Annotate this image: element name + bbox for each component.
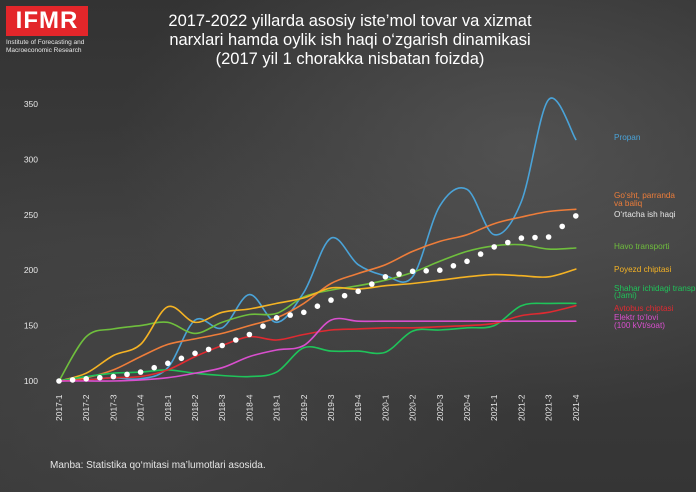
- legend-label: Poyezd chiptasi: [614, 265, 672, 274]
- legend-label: Havo transporti: [614, 242, 670, 251]
- wage-data-point: [56, 378, 62, 384]
- x-tick-label: 2021-2: [516, 394, 526, 421]
- series-line-havo-transporti: [58, 243, 577, 382]
- wage-data-point: [396, 271, 402, 277]
- wage-data-point: [409, 268, 416, 275]
- legend-label: Elektr to‘lovi: [614, 313, 658, 322]
- legend-label: (100 kVt/soat): [614, 321, 665, 330]
- series-line-elektr-to-lovi-100-kvt-soat-: [58, 317, 577, 382]
- wage-data-point: [573, 213, 579, 219]
- x-tick-label: 2020-1: [380, 394, 390, 421]
- legend-label: O‘rtacha ish haqi: [614, 210, 676, 219]
- wage-data-point: [450, 263, 457, 269]
- wage-data-point: [192, 350, 198, 357]
- x-tick-label: 2020-2: [408, 394, 418, 421]
- y-tick-label: 200: [24, 265, 38, 275]
- x-tick-label: 2021-4: [571, 394, 581, 421]
- x-tick-label: 2020-3: [435, 394, 445, 421]
- x-tick-label: 2018-2: [190, 394, 200, 421]
- x-tick-label: 2019-2: [299, 394, 309, 421]
- wage-data-point: [505, 239, 511, 246]
- x-tick-label: 2018-4: [244, 394, 254, 421]
- wage-data-point: [97, 374, 103, 381]
- x-tick-label: 2020-4: [462, 394, 472, 421]
- ifmr-logo: IFMR Institute of Forecasting and Macroe…: [6, 6, 88, 62]
- y-tick-label: 300: [24, 154, 38, 164]
- series-line-poyezd-chiptasi: [58, 268, 577, 382]
- wage-data-point: [355, 288, 362, 295]
- y-tick-label: 250: [24, 210, 38, 220]
- series-line-avtobus-chiptasi: [58, 304, 577, 382]
- wage-data-point: [328, 297, 334, 303]
- wage-data-point: [423, 268, 430, 274]
- wage-data-point: [545, 234, 552, 240]
- wage-data-point: [314, 303, 321, 310]
- x-tick-label: 2017-3: [108, 394, 118, 421]
- source-note: Manba: Statistika qo‘mitasi ma’lumotlari…: [50, 460, 266, 471]
- wage-data-point: [246, 331, 253, 338]
- x-tick-label: 2019-1: [272, 394, 282, 421]
- y-tick-label: 100: [24, 376, 38, 386]
- wage-data-point: [151, 364, 157, 371]
- y-tick-label: 150: [24, 321, 38, 331]
- legend-label: Shahar ichidagi transport: [614, 284, 696, 293]
- legend-label: Avtobus chiptasi: [614, 304, 674, 313]
- wage-data-point: [273, 315, 280, 321]
- wage-data-point: [491, 244, 498, 250]
- wage-data-point: [260, 323, 266, 330]
- chart-title: 2017-2022 yillarda asosiy iste’mol tovar…: [110, 12, 590, 69]
- x-tick-label: 2018-1: [163, 394, 173, 421]
- wage-data-point: [233, 337, 239, 343]
- wage-data-point: [287, 312, 294, 318]
- series-line-propan: [58, 97, 577, 382]
- legend-label: (Jami): [614, 291, 637, 300]
- wage-data-point: [69, 377, 76, 383]
- x-tick-label: 2021-3: [544, 394, 554, 421]
- wage-data-point: [124, 371, 130, 378]
- y-tick-label: 350: [24, 99, 38, 109]
- wage-data-point: [382, 274, 389, 280]
- x-tick-label: 2017-1: [54, 394, 64, 421]
- legend-label: Propan: [614, 133, 641, 142]
- chart-title-line-1: 2017-2022 yillarda asosiy iste’mol tovar…: [168, 12, 532, 30]
- logo-box: [6, 6, 88, 36]
- wage-data-point: [341, 292, 348, 299]
- wage-data-point: [437, 267, 443, 274]
- wage-data-point: [301, 309, 307, 316]
- chart-title-line-3: (2017 yil 1 chorakka nisbatan foizda): [215, 50, 485, 68]
- legend-label: va baliq: [614, 199, 643, 208]
- wage-data-point: [464, 258, 470, 265]
- wage-data-point: [477, 251, 484, 257]
- x-tick-label: 2021-1: [489, 394, 499, 421]
- wage-data-point: [369, 281, 375, 287]
- legend-label: Go‘sht, parranda: [614, 191, 675, 200]
- logo-subtitle: Institute of Forecasting and Macroeconom…: [6, 39, 85, 54]
- x-tick-label: 2018-3: [217, 394, 227, 421]
- wage-data-point: [137, 369, 144, 375]
- wage-data-point: [532, 234, 538, 241]
- chart-title-line-2: narxlari hamda oylik ish haqi o‘zgarish …: [169, 31, 531, 49]
- wage-data-point: [205, 346, 212, 353]
- wage-data-point: [83, 376, 89, 382]
- wage-data-point: [518, 235, 525, 241]
- wage-data-point: [110, 373, 117, 380]
- wage-data-point: [559, 223, 565, 230]
- logo-text: IFMR: [15, 7, 79, 34]
- wage-data-point: [178, 355, 185, 362]
- series-line-shahar-ichidagi-transport-jami-: [58, 302, 577, 382]
- wage-data-point: [219, 342, 225, 349]
- x-tick-label: 2017-4: [136, 394, 146, 421]
- wage-data-point: [165, 360, 171, 367]
- x-tick-label: 2017-2: [81, 394, 91, 421]
- x-tick-label: 2019-3: [326, 394, 336, 421]
- x-tick-label: 2019-4: [353, 394, 363, 421]
